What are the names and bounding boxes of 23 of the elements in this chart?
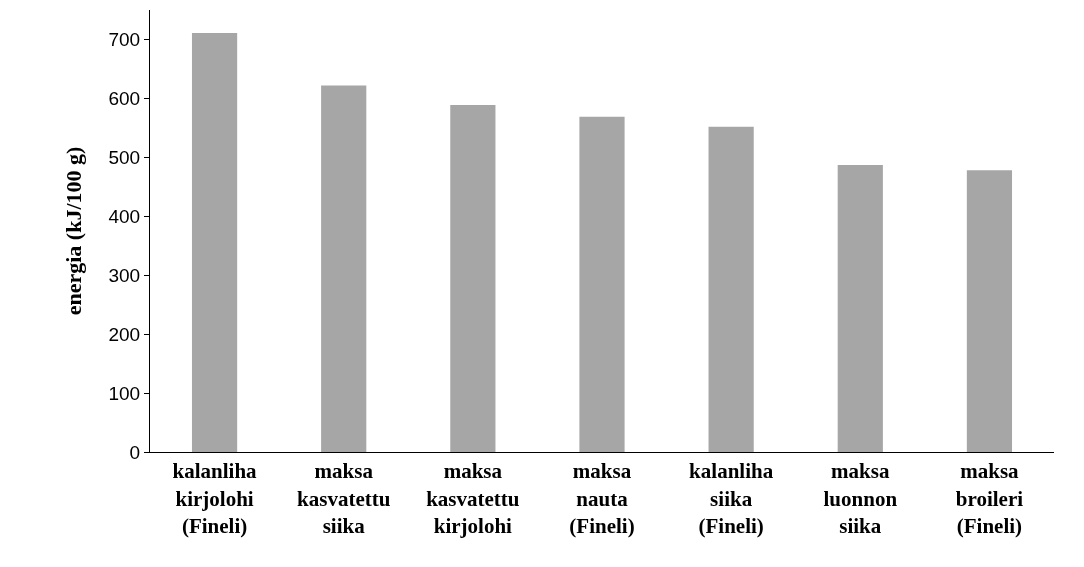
x-tick-label: maksa broileri (Fineli) [955,459,1024,538]
bar [191,32,238,452]
y-tick-label: 100 [108,382,141,404]
bar [450,104,496,452]
y-tick-label: 0 [129,441,141,463]
y-tick-label: 700 [108,29,141,51]
bar [579,116,625,452]
x-tick-label: kalanliha kirjolohi (Fineli) [172,459,258,538]
y-axis-title: energia (kJ/100 g) [61,146,87,316]
x-tick-label: maksa kasvatettu siika [297,459,391,538]
y-tick-label: 300 [108,264,141,286]
x-tick-label: kalanliha siika (Fineli) [689,459,774,538]
bar [708,126,754,452]
y-tick-label: 600 [108,88,141,110]
bar [966,170,1013,452]
x-tick-label: maksa nauta (Fineli) [569,459,635,538]
x-tick-label: maksa kasvatettu kirjolohi [426,459,520,538]
y-tick-label: 400 [108,205,141,227]
x-tick-label: maksa luonnon siika [823,459,898,538]
y-tick-label: 200 [108,323,141,345]
bar [321,85,367,452]
y-tick-label: 500 [108,146,141,168]
bar [837,164,883,452]
